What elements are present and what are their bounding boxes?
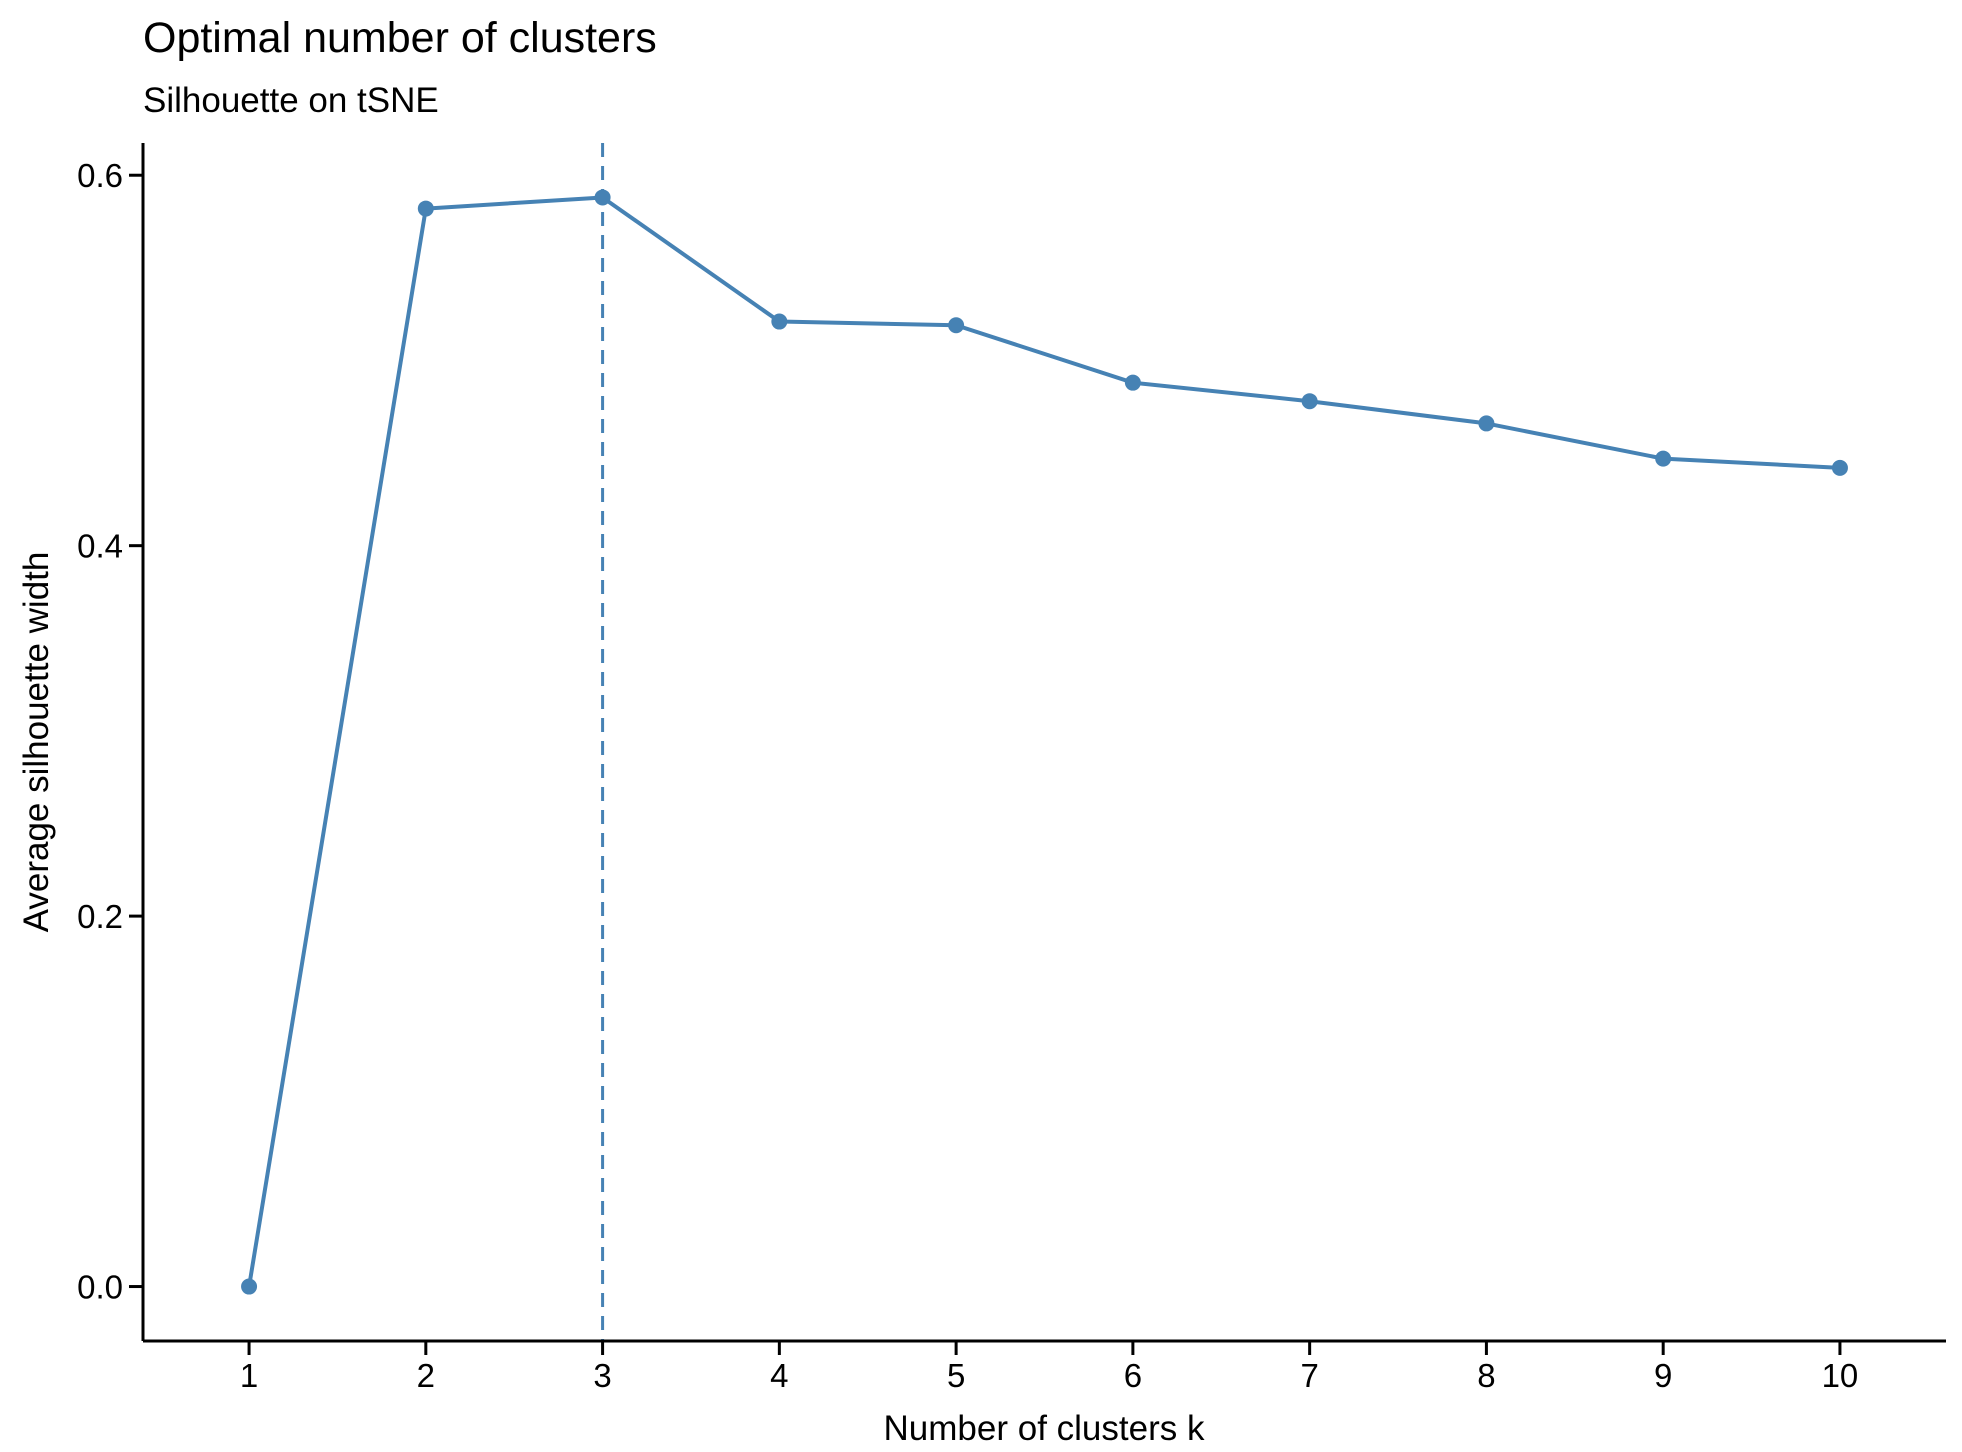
data-point-k9 (1655, 450, 1672, 467)
x-tick-label: 3 (593, 1357, 611, 1394)
x-axis-ticks: 1 2 3 4 5 6 7 8 9 10 (240, 1341, 1858, 1394)
data-point-k10 (1831, 459, 1848, 476)
silhouette-series-line (247, 195, 1841, 1287)
data-point-k8 (1478, 415, 1495, 432)
y-tick-label: 0.2 (77, 898, 123, 935)
y-tick-label: 0.6 (77, 157, 123, 194)
x-tick-label: 5 (947, 1357, 965, 1394)
x-tick-label: 6 (1124, 1357, 1142, 1394)
x-tick-label: 10 (1822, 1357, 1859, 1394)
x-tick-label: 9 (1654, 1357, 1672, 1394)
y-axis-ticks: 0.0 0.2 0.4 0.6 (77, 157, 143, 1306)
data-point-k3 (594, 189, 611, 206)
data-point-k4 (771, 313, 788, 330)
x-tick-label: 8 (1477, 1357, 1495, 1394)
data-point-k5 (948, 317, 965, 334)
y-axis-label: Average silhouette width (17, 552, 56, 933)
y-tick-label: 0.4 (77, 528, 123, 565)
data-point-k7 (1301, 393, 1318, 410)
chart-subtitle: Silhouette on tSNE (143, 81, 439, 120)
x-tick-label: 2 (417, 1357, 435, 1394)
data-point-k6 (1124, 374, 1141, 391)
chart-title: Optimal number of clusters (143, 14, 657, 62)
x-tick-label: 4 (770, 1357, 788, 1394)
data-point-k1 (241, 1278, 258, 1295)
y-tick-label: 0.0 (77, 1269, 123, 1306)
x-tick-label: 7 (1300, 1357, 1318, 1394)
x-tick-label: 1 (240, 1357, 258, 1394)
x-axis-label: Number of clusters k (884, 1409, 1205, 1448)
plot-area (241, 143, 1848, 1341)
data-point-k2 (417, 200, 434, 217)
